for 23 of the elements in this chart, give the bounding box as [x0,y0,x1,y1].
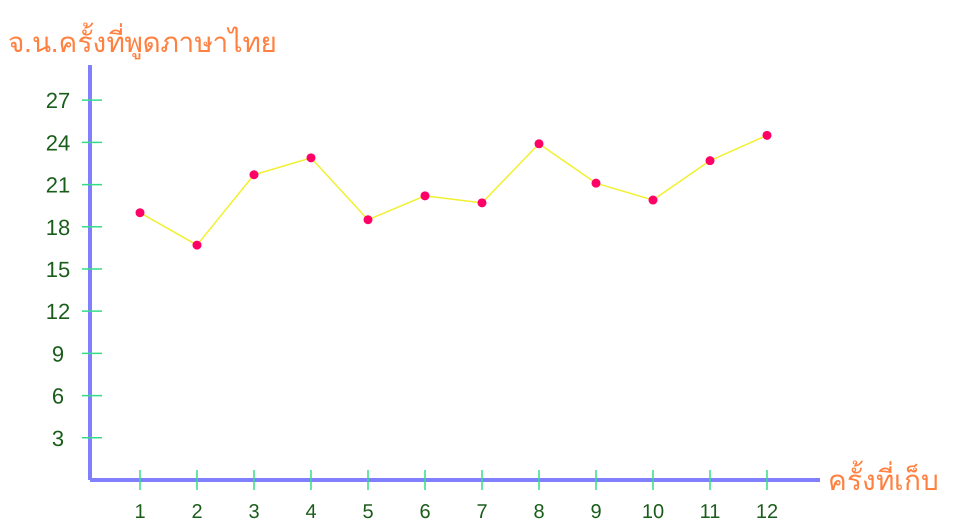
x-tick-label: 4 [305,501,317,523]
x-axis-title: ครั้งที่เก็บ [828,460,939,496]
x-tick-label: 10 [642,501,664,523]
x-tick-label: 5 [362,501,374,523]
x-tick-label: 12 [756,501,778,523]
x-tick-label: 8 [533,501,545,523]
y-tick-label: 27 [46,88,70,114]
x-tick-label: 2 [191,501,203,523]
y-axis-title: จ.น.ครั้งที่พูดภาษาไทย [8,22,277,60]
y-tick-label: 9 [52,341,64,366]
x-tick-label: 6 [419,501,431,523]
y-tick-label: 3 [52,426,64,451]
x-tick-label: 1 [134,501,146,523]
y-tick-label: 18 [46,214,70,240]
y-tick-label: 24 [46,130,70,156]
y-tick-label: 21 [46,172,70,198]
x-tick-label: 7 [476,501,488,523]
y-tick-label: 6 [52,384,64,409]
x-tick-label: 11 [700,501,720,523]
y-tick-label: 12 [46,299,70,324]
y-tick-label: 15 [46,256,70,282]
x-tick-label: 9 [590,501,602,523]
x-tick-label: 3 [248,501,260,523]
